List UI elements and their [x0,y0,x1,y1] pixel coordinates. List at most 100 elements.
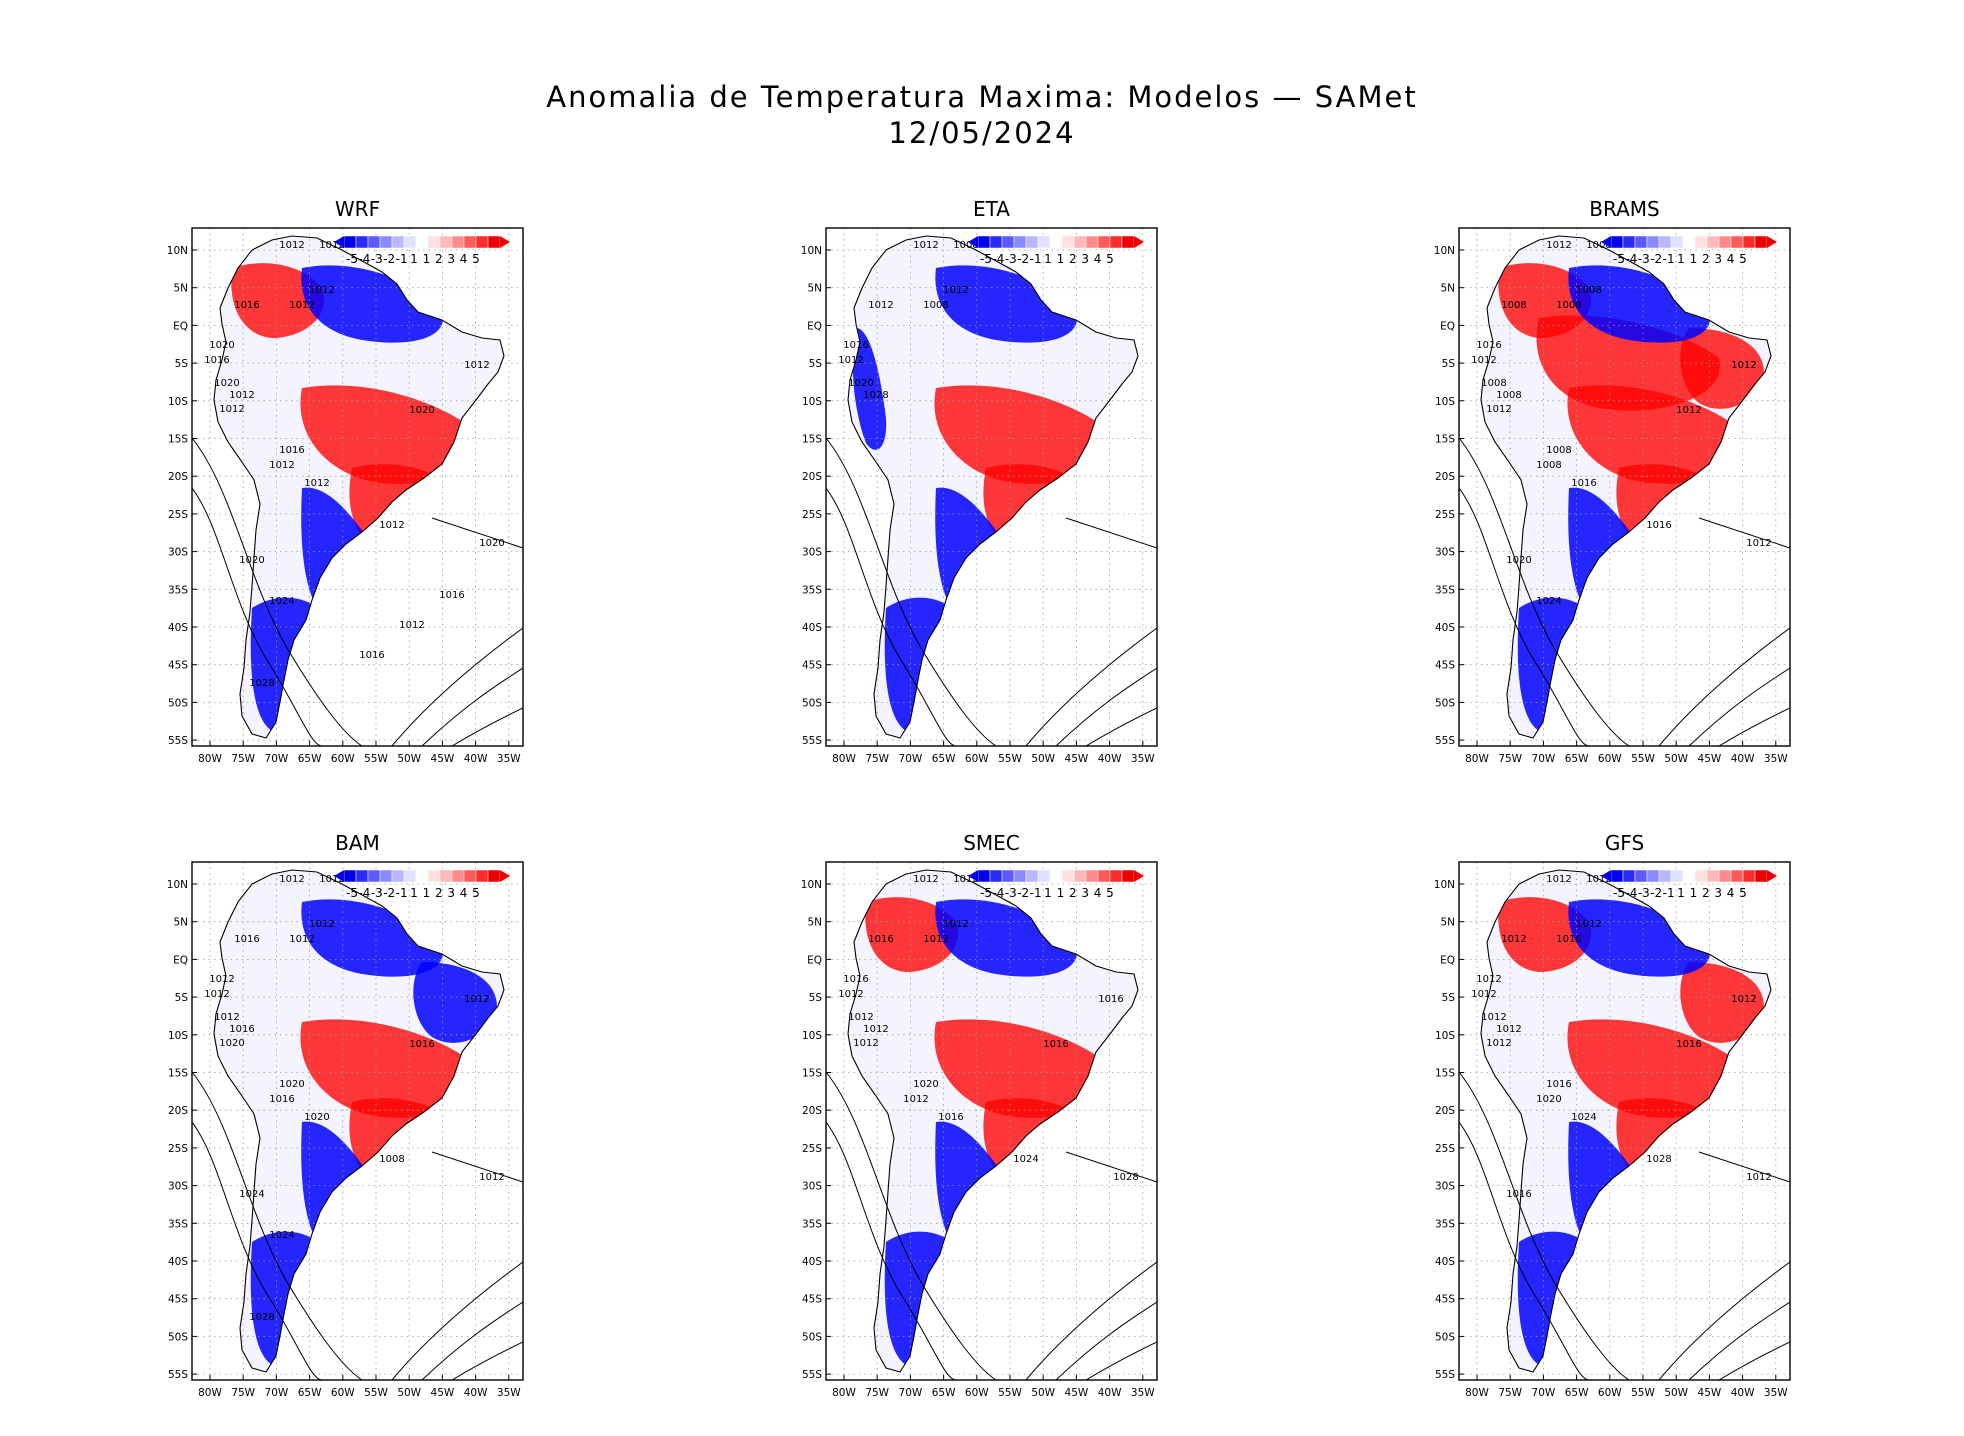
lon-tick-label: 75W [865,753,889,765]
lat-tick-label: 30S [802,547,822,559]
lat-tick-label: 35S [168,584,188,596]
isobar-label: 1024 [1571,1112,1596,1123]
colorbar-label: 5 [1106,252,1114,266]
lat-tick-label: 20S [802,471,822,483]
lat-tick-label: 35S [168,1218,188,1230]
colorbar-label: -1 [1663,886,1675,900]
lat-tick-label: EQ [173,320,188,332]
colorbar-label: -2 [383,252,395,266]
colorbar-label: 2 [1069,252,1077,266]
lon-tick-label: 60W [965,753,989,765]
colorbar-label: -3 [1005,886,1017,900]
isobar-label: 1020 [239,555,264,566]
lat-tick-label: 40S [1435,1256,1455,1268]
colorbar-label: -3 [1638,252,1650,266]
isobar-label: 1016 [1043,1039,1068,1050]
lat-tick-label: 15S [1435,434,1455,446]
isobar-label: 1016 [1556,934,1581,945]
isobars [1459,437,1790,746]
cold-anomaly-north-east [413,962,497,1043]
isobar-label: 1012 [1586,874,1611,885]
isobar-label: 1012 [1481,1012,1506,1023]
warm-anomaly-north-west [231,263,324,338]
lon-tick-label: 40W [1731,753,1755,765]
isobars [826,437,1157,746]
panel-title: WRF [335,197,380,221]
warm-anomaly-north-east [1680,962,1764,1043]
isobar-label: 1012 [868,300,893,311]
lat-tick-label: 55S [168,735,188,747]
lat-tick-label: 25S [802,509,822,521]
colorbar-label: -4 [1625,886,1637,900]
isobar-label: 1012 [209,974,234,985]
lat-tick-label: 20S [168,471,188,483]
lon-tick-label: 45W [431,1387,455,1399]
isobar-label: 1016 [439,590,464,601]
lat-tick-label: 50S [168,1331,188,1343]
isobar-label: 1012 [214,1012,239,1023]
lon-tick-label: 60W [965,1387,989,1399]
colorbar-label: -5 [1613,252,1625,266]
lat-tick-label: 30S [1435,547,1455,559]
isobar-label: 1012 [903,1094,928,1105]
colorbar-label: 3 [447,886,455,900]
page-title: Anomalia de Temperatura Maxima: Modelos … [546,80,1418,114]
isobar-label: 1012 [1576,919,1601,930]
isobar-label: 1012 [1731,994,1756,1005]
isobar-label: 1008 [1586,240,1611,251]
lat-tick-label: 30S [168,547,188,559]
lat-tick-label: 10S [1435,396,1455,408]
lat-tick-label: 30S [168,1181,188,1193]
isobar-label: 1012 [309,285,334,296]
colorbar-label: 1 [423,252,431,266]
isobar-label: 1012 [1471,989,1496,1000]
lat-tick-label: 45S [168,660,188,672]
isobar-label: 1024 [269,596,294,607]
colorbar-label: 3 [1081,886,1089,900]
colorbar-label: -5 [1613,886,1625,900]
lat-tick-label: 50S [1435,1331,1455,1343]
isobars [192,1071,523,1380]
isobar-label: 1012 [319,874,344,885]
isobar-label: 1012 [279,874,304,885]
isobar-label: 1008 [1576,285,1601,296]
isobar-label: 1012 [399,620,424,631]
isobar-label: 1020 [219,1038,244,1049]
isobar-label: 1012 [1746,538,1771,549]
lon-tick-label: 60W [1598,1387,1622,1399]
warm-anomaly-central-brazil [1567,385,1741,484]
isobar-label: 1016 [1571,478,1596,489]
isobar-label: 1012 [304,478,329,489]
lat-tick-label: 5S [175,358,189,370]
isobar-label: 1012 [943,285,968,296]
isobar-label: 1012 [279,240,304,251]
graticule [826,862,1157,1380]
isobar-label: 1008 [1536,460,1561,471]
panel-title: ETA [973,197,1010,221]
colorbar-label: -4 [1625,252,1637,266]
lon-tick-label: 35W [497,753,521,765]
lat-tick-label: 15S [1435,1068,1455,1080]
isobar-label: 1012 [1546,240,1571,251]
isobar-label: 1020 [304,1112,329,1123]
colorbar-label: -3 [1005,252,1017,266]
colorbar-label: -1 [396,886,408,900]
isobar-label: 1012 [464,360,489,371]
colorbar-label: -3 [1638,886,1650,900]
colorbar-label: -2 [1017,886,1029,900]
lat-tick-label: EQ [1440,320,1455,332]
colorbar-label: -5 [980,252,992,266]
colorbar-label: -3 [371,252,383,266]
page-date: 12/05/2024 [888,116,1076,150]
colorbar-label: -2 [1650,886,1662,900]
colorbar-label: 5 [1739,886,1747,900]
warm-anomaly-central-brazil [1567,1019,1741,1118]
lat-tick-label: 30S [802,1181,822,1193]
warm-anomaly-central-brazil [300,1019,474,1118]
isobar-label: 1028 [1646,1154,1671,1165]
lat-tick-label: 40S [802,622,822,634]
isobar-label: 1016 [204,355,229,366]
lat-tick-label: 5N [807,917,822,929]
